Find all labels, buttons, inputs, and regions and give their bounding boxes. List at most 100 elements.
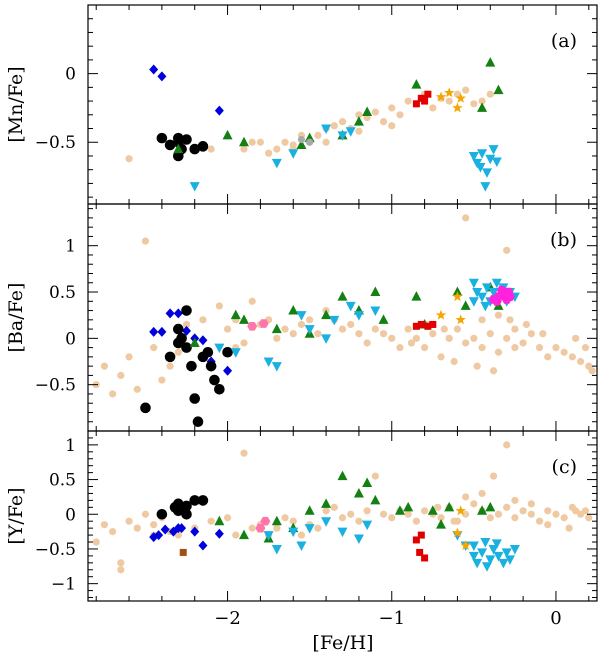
field-tan-point (478, 344, 486, 352)
cyan-down-point (493, 551, 504, 562)
black-circle-point (186, 360, 197, 372)
green-triangle-point (189, 337, 200, 347)
field-tan-point (396, 344, 404, 352)
green-triangle-point (477, 505, 488, 515)
cyan-down-point (468, 541, 479, 551)
field-tan-point (92, 538, 100, 546)
field-tan-point (453, 90, 462, 98)
green-triangle-point (353, 487, 364, 498)
series-field-tan (92, 441, 593, 574)
field-tan-point (486, 90, 494, 98)
field-tan-point (585, 514, 593, 522)
cyan-down-point (345, 301, 356, 312)
field-tan-point (450, 517, 458, 525)
series-field-tan (92, 214, 596, 398)
orange-star-point (455, 505, 466, 516)
green-triangle-point (238, 314, 249, 324)
series-pink-hex (247, 319, 269, 331)
orange-star-point (452, 527, 463, 538)
blue-diamond-point (157, 326, 167, 337)
y-tick-label: −0.5 (35, 376, 76, 396)
field-tan-point (182, 320, 191, 329)
y-tick-label: −1 (51, 575, 76, 595)
magenta-hex-point (503, 287, 514, 297)
pink-hex-point (260, 516, 271, 526)
green-triangle-point (238, 529, 249, 540)
field-tan-point (404, 325, 412, 333)
green-triangle-point (304, 505, 315, 515)
cyan-down-point (491, 539, 502, 549)
black-circle-point (173, 498, 184, 510)
series-blue-diamond (149, 64, 224, 116)
field-tan-point (539, 330, 547, 338)
cyan-down-point (477, 548, 488, 558)
black-circle-point (181, 134, 192, 145)
orange-star-point (452, 102, 463, 113)
green-triangle-point (288, 305, 299, 315)
orange-star-point (435, 309, 447, 320)
field-tan-point (588, 367, 596, 375)
cyan-down-point (296, 541, 307, 551)
series-grey-circle (297, 135, 314, 146)
y-tick-label: 0.5 (49, 283, 76, 303)
cyan-down-point (304, 524, 315, 534)
field-tan-point (117, 559, 125, 567)
blue-diamond-point (149, 326, 159, 337)
cyan-down-point (480, 538, 491, 548)
blue-diamond-point (190, 526, 200, 537)
field-tan-point (306, 316, 314, 324)
grey-circle-point (297, 135, 306, 144)
field-tan-point (141, 237, 150, 245)
field-tan-point (379, 330, 388, 338)
orange-star-point (443, 87, 455, 98)
field-tan-point (494, 311, 503, 319)
red-square-point (424, 322, 432, 330)
field-tan-point (565, 524, 573, 532)
field-tan-point (527, 500, 535, 508)
field-tan-point (462, 214, 470, 222)
field-tan-point (355, 127, 363, 135)
field-tan-point (347, 320, 355, 329)
field-tan-point (223, 514, 232, 522)
field-tan-point (581, 344, 590, 352)
field-tan-point (281, 514, 289, 522)
cyan-down-point (304, 325, 315, 335)
field-tan-point (133, 385, 141, 393)
field-tan-point (462, 86, 470, 94)
field-tan-point (478, 97, 486, 105)
orange-star-point (435, 91, 447, 102)
x-tick-label: −2 (214, 608, 241, 629)
cyan-down-point (498, 558, 509, 569)
red-square-point (416, 548, 424, 556)
field-tan-point (511, 344, 519, 352)
blue-diamond-point (198, 335, 208, 346)
field-tan-point (100, 521, 109, 529)
cyan-down-point (491, 278, 502, 289)
field-tan-point (506, 316, 514, 324)
black-circle-point (197, 495, 209, 506)
cyan-down-point (288, 527, 299, 538)
field-tan-point (470, 100, 478, 108)
y-axis-label: [Y/Fe] (5, 487, 27, 544)
field-tan-point (489, 472, 498, 480)
panel-label: (a) (551, 30, 577, 52)
green-triangle-point (296, 139, 307, 149)
series-black-circle (156, 495, 209, 520)
field-tan-point (240, 339, 248, 347)
field-tan-point (494, 348, 503, 356)
orange-star-point (452, 291, 463, 302)
panel-label: (c) (552, 456, 577, 478)
red-square-point (424, 90, 432, 98)
green-triangle-point (370, 286, 381, 297)
cyan-down-point (353, 534, 364, 545)
y-tick-label: 1 (65, 237, 76, 257)
field-tan-point (388, 104, 396, 112)
field-tan-point (404, 510, 412, 518)
black-circle-point (222, 346, 233, 358)
series-red-square (412, 90, 432, 108)
field-tan-point (281, 138, 289, 146)
field-tan-point (445, 334, 453, 342)
field-tan-point (371, 472, 379, 480)
series-orange-star (452, 505, 471, 550)
black-circle-point (173, 132, 184, 144)
